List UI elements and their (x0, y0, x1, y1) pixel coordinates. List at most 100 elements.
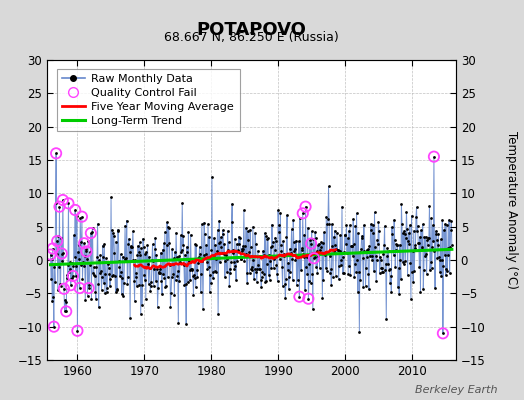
Point (271, 238, 280, 244)
Point (306, 237, 314, 243)
Point (249, 257, 258, 264)
Point (355, 329, 364, 335)
Point (436, 269, 444, 276)
Point (193, 267, 201, 274)
Point (171, 249, 179, 255)
Point (278, 264, 286, 270)
Point (246, 226, 254, 233)
Point (319, 276, 328, 283)
Point (246, 244, 255, 250)
Point (70, 232, 78, 238)
Point (80, 240, 89, 246)
Point (264, 235, 272, 241)
Point (405, 230, 413, 236)
Point (249, 224, 257, 230)
Point (427, 215, 435, 222)
Point (308, 271, 316, 277)
Point (188, 266, 196, 272)
Point (348, 243, 356, 249)
Point (85, 282, 93, 288)
Point (63, 272, 71, 278)
Point (122, 255, 130, 261)
Point (185, 266, 194, 273)
Point (407, 296, 415, 302)
Point (60, 308, 69, 314)
Point (325, 252, 334, 259)
Point (126, 243, 135, 249)
Point (287, 226, 296, 232)
Point (93, 221, 102, 227)
Point (250, 275, 258, 282)
Point (290, 239, 298, 246)
Point (99, 254, 107, 260)
Point (165, 240, 173, 246)
Point (230, 266, 238, 272)
Point (413, 223, 422, 229)
Point (97, 268, 105, 274)
Point (431, 230, 440, 237)
Point (402, 209, 411, 215)
Point (187, 266, 195, 272)
Point (100, 241, 108, 247)
Point (407, 212, 416, 219)
Point (360, 248, 368, 254)
Point (247, 266, 255, 272)
Point (359, 222, 368, 228)
Point (161, 229, 169, 236)
Point (291, 257, 300, 263)
Point (244, 228, 252, 234)
Point (78, 214, 86, 220)
Point (100, 280, 108, 286)
Point (92, 296, 100, 302)
Point (213, 226, 222, 233)
Point (423, 237, 431, 243)
Point (310, 255, 318, 262)
Point (366, 253, 374, 259)
Point (346, 272, 355, 278)
Point (56, 204, 64, 210)
Point (119, 292, 127, 299)
Point (315, 265, 324, 271)
Point (171, 277, 180, 284)
Point (205, 289, 214, 296)
Point (418, 246, 427, 253)
Point (151, 234, 159, 241)
Point (53, 287, 62, 294)
Point (221, 274, 229, 280)
Point (332, 273, 340, 279)
Point (199, 252, 208, 258)
Point (107, 272, 116, 279)
Point (292, 237, 300, 244)
Point (301, 204, 310, 210)
Point (304, 296, 312, 302)
Point (423, 242, 432, 248)
Point (75, 285, 84, 291)
Point (438, 256, 446, 263)
Point (321, 251, 330, 258)
Point (157, 250, 165, 256)
Point (234, 248, 243, 254)
Point (296, 214, 304, 221)
Point (141, 250, 149, 257)
Point (50, 324, 58, 330)
Point (196, 289, 205, 295)
Point (354, 230, 363, 236)
Point (75, 242, 83, 248)
Point (253, 266, 261, 272)
Point (277, 248, 286, 254)
Point (169, 271, 178, 277)
Point (212, 268, 221, 275)
Point (335, 248, 344, 254)
Point (140, 277, 149, 283)
Point (348, 252, 357, 259)
Point (283, 212, 291, 218)
Point (343, 235, 352, 242)
Point (284, 260, 292, 266)
Point (65, 269, 73, 275)
Point (73, 213, 81, 219)
Point (150, 245, 159, 252)
Point (271, 234, 279, 241)
Point (313, 248, 321, 254)
Point (71, 207, 79, 213)
Point (307, 280, 315, 286)
